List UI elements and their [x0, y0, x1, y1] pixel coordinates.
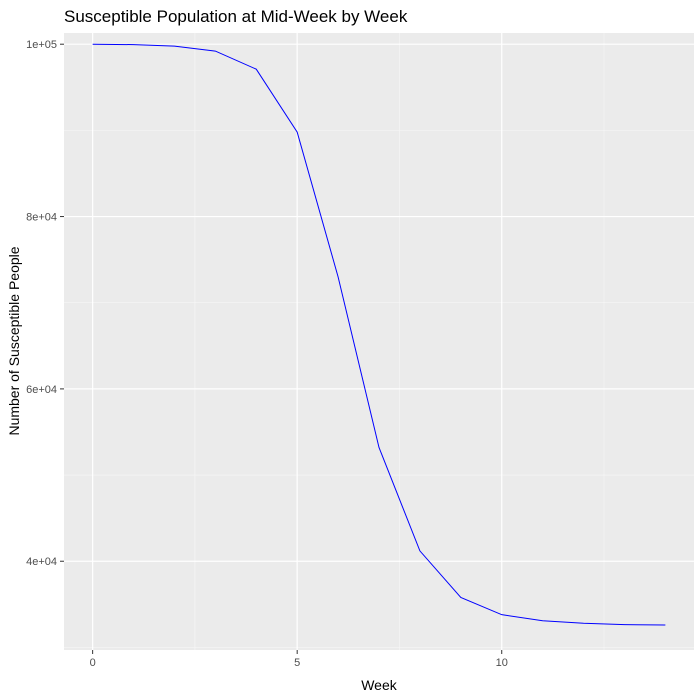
x-axis-title: Week — [361, 677, 398, 693]
minor-grid — [64, 33, 694, 650]
y-tick-label: 1e+05 — [26, 39, 57, 51]
x-tick-label: 0 — [90, 657, 96, 669]
x-tick-label: 10 — [496, 657, 508, 669]
y-tick-label: 6e+04 — [26, 384, 57, 396]
plot-panel — [64, 33, 694, 650]
series-line — [92, 43, 666, 626]
y-tick-label: 8e+04 — [26, 212, 57, 224]
x-tick-label: 5 — [294, 657, 300, 669]
major-grid — [64, 33, 694, 650]
y-tick-label: 4e+04 — [26, 556, 57, 568]
chart-title: Susceptible Population at Mid-Week by We… — [64, 7, 408, 26]
y-axis: 4e+04 6e+04 8e+04 1e+05 — [26, 39, 64, 568]
y-axis-title: Number of Susceptible People — [6, 246, 22, 435]
x-axis: 0 5 10 — [90, 650, 508, 669]
